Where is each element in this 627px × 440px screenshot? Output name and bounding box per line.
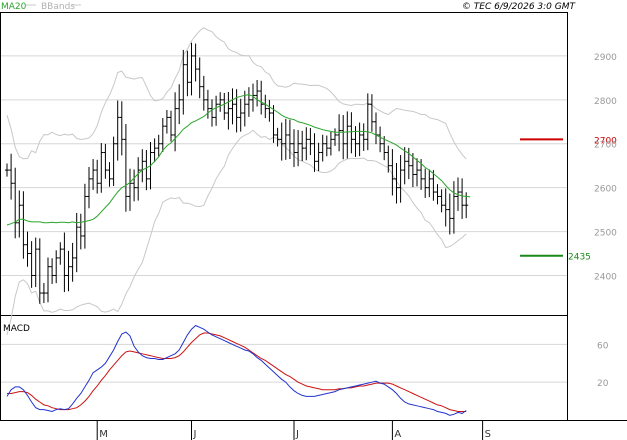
bband-upper	[6, 27, 467, 160]
bbands-legend-label: BBands	[41, 2, 75, 12]
macd-title: MACD	[3, 324, 30, 334]
macd-tick-label: 60	[597, 341, 609, 351]
support-label: 2435	[568, 253, 591, 263]
copyright-notice: © TEC 6/9/2026 3:0 GMT	[462, 2, 577, 12]
macd-lines	[6, 324, 467, 416]
price-levels: 2700 2435	[520, 136, 617, 263]
month-label: M	[99, 429, 108, 440]
ma20-path	[6, 94, 471, 226]
price-axis: 2400 2500 2600 2700 2800 2900	[594, 53, 617, 283]
price-panel-frame	[0, 12, 568, 316]
ma20-legend-label: MA20	[1, 2, 27, 12]
macd-signal-line	[7, 332, 467, 412]
price-tick-label: 2400	[594, 272, 617, 282]
price-tick-label: 2700	[594, 141, 617, 151]
month-label: A	[394, 429, 401, 440]
resistance-label: 2700	[594, 136, 617, 146]
price-tick-label: 2900	[594, 53, 617, 63]
price-tick-label: 2500	[594, 229, 617, 239]
macd-line	[6, 324, 467, 416]
macd-tick-label: 20	[597, 379, 609, 389]
month-label: J	[193, 429, 197, 440]
bollinger-bands	[6, 27, 467, 335]
bband-lower	[6, 129, 467, 335]
macd-panel-frame	[0, 315, 568, 421]
price-bars	[5, 42, 469, 304]
price-tick-label: 2800	[594, 97, 617, 107]
month-label: J	[295, 429, 299, 440]
month-label: S	[485, 429, 491, 440]
ma20-line	[6, 94, 471, 226]
price-tick-label: 2600	[594, 185, 617, 195]
